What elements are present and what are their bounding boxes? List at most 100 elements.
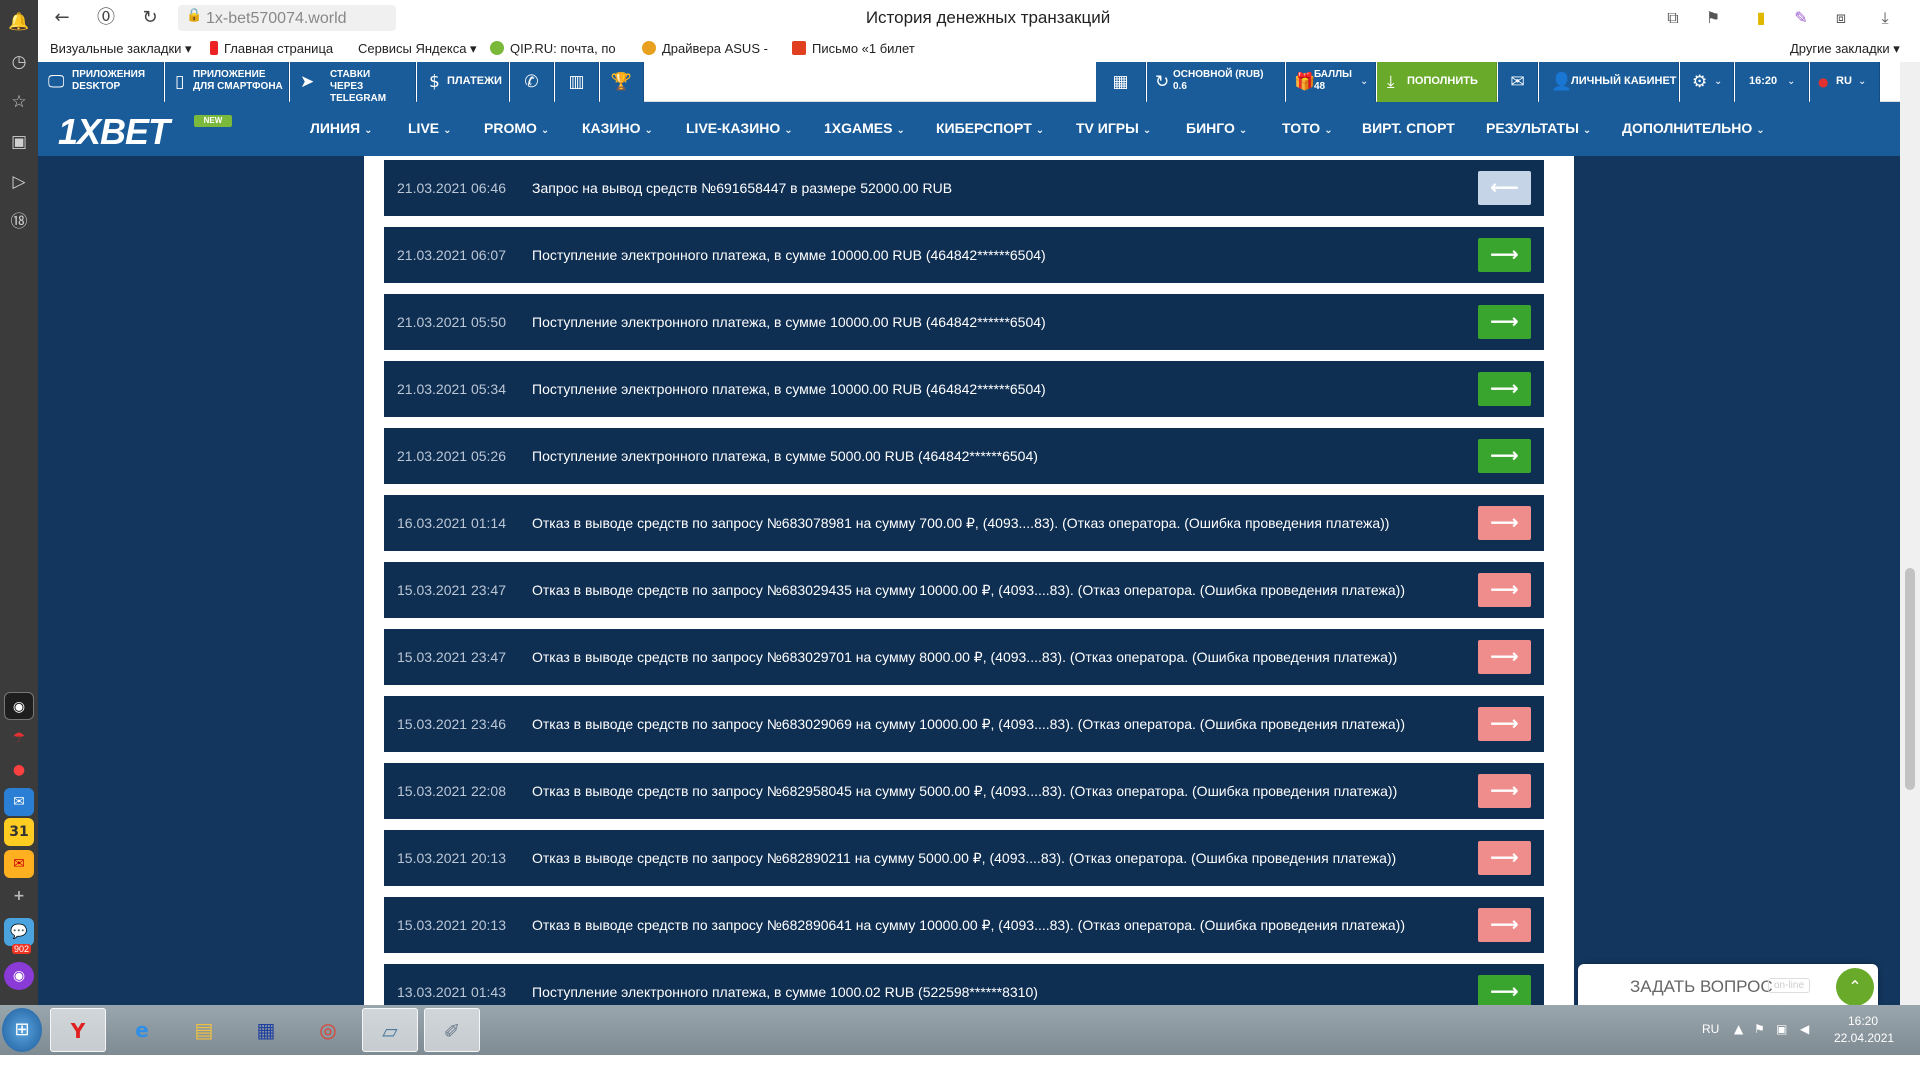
mail-app-icon[interactable]: ✉ <box>4 788 34 816</box>
arrow-right-icon[interactable]: ⟶ <box>1478 573 1531 607</box>
payments-button[interactable]: $ ПЛАТЕЖИ <box>417 62 509 102</box>
bookmark-icon[interactable]: ⚑ <box>1705 8 1721 27</box>
arrow-right-icon[interactable]: ⟶ <box>1478 975 1531 1005</box>
nav-item-bingo[interactable]: БИНГО ⌄ <box>1186 120 1247 136</box>
chrome-task[interactable]: ◎ <box>319 1018 337 1042</box>
volume-icon[interactable]: ◀ <box>1800 1022 1810 1036</box>
arrow-right-icon[interactable]: ⟶ <box>1478 908 1531 942</box>
nav-item-tv-games[interactable]: TV ИГРЫ ⌄ <box>1076 120 1151 136</box>
nav-item-casino[interactable]: КАЗИНО ⌄ <box>582 120 653 136</box>
page-scrollbar[interactable] <box>1900 62 1920 1005</box>
nav-item-1xgames[interactable]: 1XGAMES ⌄ <box>824 120 905 136</box>
arrow-left-icon[interactable]: ⟵ <box>1478 171 1531 205</box>
transaction-date: 21.03.2021 05:34 <box>397 381 506 397</box>
nav-item-virtual-sport[interactable]: ВИРТ. СПОРТ <box>1362 120 1455 136</box>
arrow-right-icon[interactable]: ⟶ <box>1478 774 1531 808</box>
telegram-button[interactable]: ➤ СТАВКИ ЧЕРЕЗ TELEGRAM <box>290 62 416 104</box>
logo[interactable]: 1XBET <box>58 111 170 152</box>
yandex-browser-task[interactable]: Y <box>50 1008 106 1052</box>
add-app-icon[interactable]: + <box>13 888 25 904</box>
app-icon-alice[interactable]: ◉ <box>4 692 34 720</box>
arrow-right-icon[interactable]: ⟶ <box>1478 305 1531 339</box>
tray-expand-icon[interactable]: ▲ <box>1734 1022 1744 1036</box>
arrow-right-icon[interactable]: ⟶ <box>1478 841 1531 875</box>
messenger-icon[interactable]: 💬 <box>4 918 34 946</box>
window-task[interactable]: ▱ <box>362 1008 418 1052</box>
bookmark-item[interactable]: Драйвера ASUS - <box>642 41 768 56</box>
protect-icon[interactable]: ⓪ <box>97 7 115 28</box>
tray-language[interactable]: RU <box>1702 1022 1720 1036</box>
time-selector[interactable]: 16:20 ⌄ <box>1735 62 1809 102</box>
reload-icon[interactable]: ↻ <box>142 7 158 28</box>
settings-button[interactable]: ⚙ ⌄ <box>1680 62 1734 102</box>
chevron-up-icon[interactable]: ⌃ <box>1836 968 1874 1006</box>
transaction-date: 13.03.2021 01:43 <box>397 984 506 1000</box>
folder-task[interactable]: ▤ <box>194 1018 214 1042</box>
language-selector[interactable]: ● RU ⌄ <box>1810 62 1880 102</box>
arrow-right-icon[interactable]: ⟶ <box>1478 372 1531 406</box>
pen-icon[interactable]: ✎ <box>1794 8 1808 27</box>
star-icon[interactable]: ☆ <box>11 92 27 112</box>
other-bookmarks[interactable]: Другие закладки ▾ <box>1790 41 1900 56</box>
arrow-right-icon[interactable]: ⟶ <box>1478 439 1531 473</box>
history-icon[interactable]: ◷ <box>11 52 27 72</box>
bookmark-item[interactable]: Письмо «1 билет <box>792 41 915 56</box>
nav-item-esports[interactable]: КИБЕРСПОРТ ⌄ <box>936 120 1044 136</box>
nav-item-more[interactable]: ДОПОЛНИТЕЛЬНО ⌄ <box>1622 120 1765 136</box>
bookmark-item[interactable]: Визуальные закладки ▾ <box>50 41 192 56</box>
scrollbar-thumb[interactable] <box>1905 568 1915 790</box>
apps-desktop-line2: DESKTOP <box>72 81 121 92</box>
bookmark-item[interactable]: Сервисы Яндекса ▾ <box>358 41 477 56</box>
nav-item-results[interactable]: РЕЗУЛЬТАТЫ ⌄ <box>1486 120 1591 136</box>
stats-button[interactable]: ▥ <box>555 62 599 102</box>
network-icon[interactable]: ▣ <box>1776 1022 1788 1036</box>
points-display[interactable]: 🎁 БАЛЛЫ 48 ⌄ <box>1286 62 1376 102</box>
extension-yellow-icon[interactable]: ▮ <box>1756 8 1766 27</box>
arrow-right-icon[interactable]: ⟶ <box>1478 707 1531 741</box>
address-bar[interactable]: 🔒 1x-bet570074.world <box>178 5 396 31</box>
extension-icon[interactable]: ⧉ <box>1667 8 1679 27</box>
nav-item-promo[interactable]: PROMO ⌄ <box>484 120 549 136</box>
start-button[interactable]: ⊞ <box>2 1008 42 1052</box>
envelope-icon[interactable]: ✉ <box>4 850 34 878</box>
transaction-date: 15.03.2021 23:47 <box>397 649 506 665</box>
nav-item-toto[interactable]: ТОТО ⌄ <box>1282 120 1333 136</box>
paint-task[interactable]: ✐ <box>424 1008 480 1052</box>
nav-item-line[interactable]: ЛИНИЯ ⌄ <box>310 120 373 136</box>
nav-label: ТОТО <box>1282 120 1321 136</box>
calendar-icon[interactable]: 31 <box>4 818 34 846</box>
apps-desktop-button[interactable]: 🖵 ПРИЛОЖЕНИЯ DESKTOP <box>38 62 164 102</box>
nav-item-live-casino[interactable]: LIVE-КАЗИНО ⌄ <box>686 120 793 136</box>
personal-cabinet-button[interactable]: 👤 ЛИЧНЫЙ КАБИНЕТ <box>1539 62 1679 102</box>
deposit-button[interactable]: ⤓ ПОПОЛНИТЬ <box>1377 62 1497 102</box>
flag-icon[interactable]: ⚑ <box>1754 1022 1765 1036</box>
balance-display[interactable]: ↻ ОСНОВНОЙ (RUB) 0.6 <box>1147 62 1285 102</box>
qr-button[interactable]: ▦ <box>1096 62 1146 102</box>
call-button[interactable]: ✆ <box>510 62 554 102</box>
messages-button[interactable]: ✉ <box>1498 62 1538 102</box>
app-phone-button[interactable]: ▯ ПРИЛОЖЕНИЕ ДЛЯ СМАРТФОНА <box>165 62 289 102</box>
nav-label: КИБЕРСПОРТ <box>936 120 1032 136</box>
tabs-icon[interactable]: ⧈ <box>1835 8 1847 27</box>
back-icon[interactable]: ← <box>54 7 70 28</box>
download-icon[interactable]: ⤓ <box>1881 8 1889 27</box>
tray-date[interactable]: 22.04.2021 <box>1834 1031 1895 1045</box>
bookmark-item[interactable]: Главная страница <box>210 41 333 56</box>
floppy-task[interactable]: ▦ <box>256 1018 276 1042</box>
arrow-right-icon[interactable]: ⟶ <box>1478 640 1531 674</box>
trophy-button[interactable]: 🏆 <box>600 62 644 102</box>
ask-question-widget[interactable]: ЗАДАТЬ ВОПРОС on-line ⌃ <box>1578 964 1878 1008</box>
arrow-right-icon[interactable]: ⟶ <box>1478 238 1531 272</box>
record-icon[interactable]: ● <box>12 762 26 778</box>
nav-item-live[interactable]: LIVE ⌄ <box>408 120 452 136</box>
collections-icon[interactable]: ▣ <box>10 132 28 152</box>
bookmark-item[interactable]: QIP.RU: почта, по <box>490 41 616 56</box>
age-rating-icon[interactable]: ⑱ <box>10 212 28 232</box>
umbrella-icon[interactable]: ☂ <box>12 730 26 746</box>
play-icon[interactable]: ▷ <box>12 172 26 192</box>
bell-icon[interactable]: 🔔 <box>8 12 30 32</box>
ie-task[interactable]: e <box>135 1018 149 1042</box>
assistant-icon[interactable]: ◉ <box>4 962 34 990</box>
arrow-right-icon[interactable]: ⟶ <box>1478 506 1531 540</box>
tray-time[interactable]: 16:20 <box>1848 1014 1879 1028</box>
